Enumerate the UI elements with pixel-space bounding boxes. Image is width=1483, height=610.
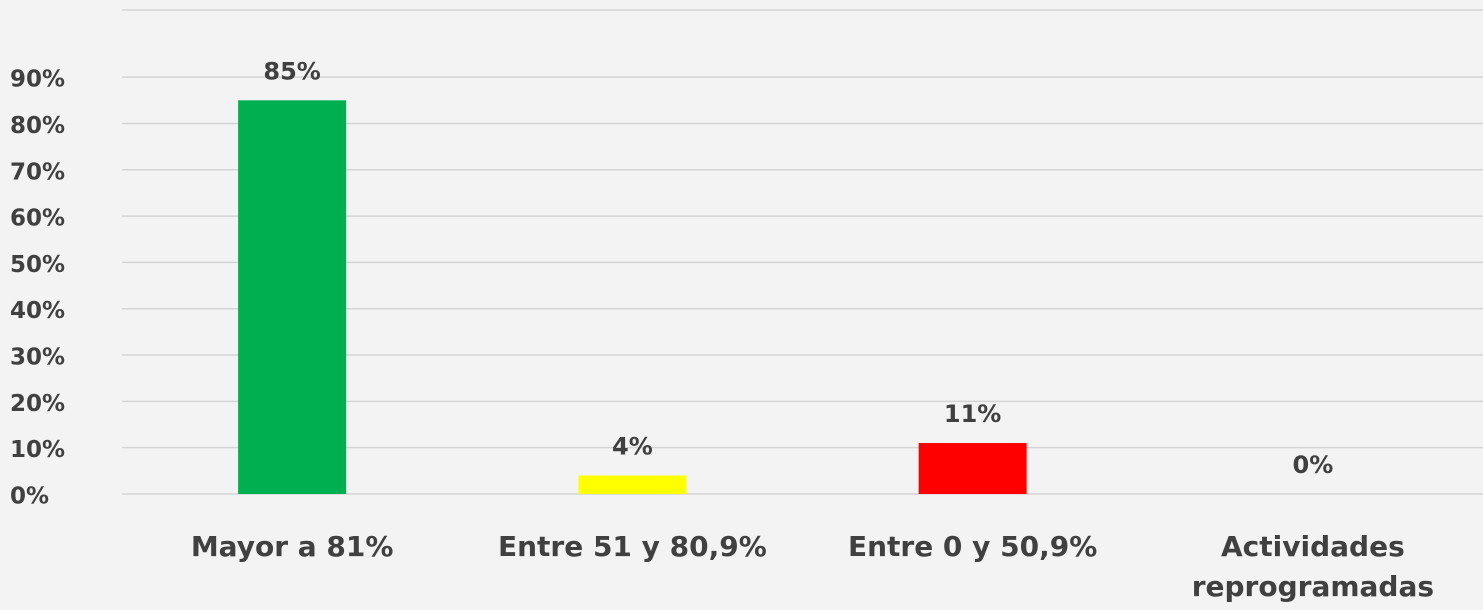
value-label: 85% — [263, 57, 320, 85]
y-tick-label: 70% — [10, 159, 65, 185]
x-tick-label: Entre 51 y 80,9% — [497, 530, 767, 563]
y-tick-label: 90% — [10, 67, 65, 93]
y-tick-label: 50% — [10, 252, 65, 278]
y-tick-label: 10% — [10, 437, 65, 463]
y-tick-label: 40% — [10, 298, 65, 324]
y-tick-label: 30% — [10, 345, 65, 371]
bar — [238, 100, 347, 494]
x-tick-label: Entre 0 y 50,9% — [847, 530, 1098, 563]
value-label: 0% — [1293, 451, 1334, 479]
y-tick-label: 60% — [10, 206, 65, 232]
value-label: 4% — [612, 432, 653, 460]
x-tick-label: Mayor a 81% — [190, 530, 394, 563]
y-tick-label: 20% — [10, 391, 65, 417]
x-tick-label: Actividades reprogramadas — [1191, 530, 1435, 603]
bar — [578, 475, 687, 494]
bar — [918, 443, 1027, 494]
y-tick-label: 80% — [10, 113, 65, 139]
y-tick-label: 0% — [10, 484, 49, 510]
value-label: 11% — [944, 400, 1001, 428]
